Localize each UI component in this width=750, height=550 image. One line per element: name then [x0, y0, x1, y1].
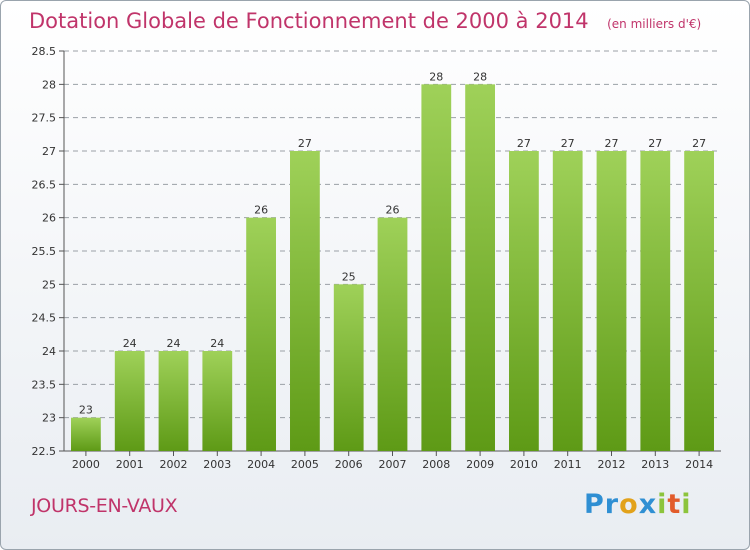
- x-tick-label-2005: 2005: [291, 458, 319, 471]
- bar-2009: [465, 84, 495, 451]
- data-label-2005: 27: [298, 137, 312, 150]
- logo-letter: r: [604, 489, 620, 520]
- label-layer: 22.5 23 23.5 24 24.5 25 25.5 26 26.5 27 27.5 28 28.5…: [32, 45, 714, 471]
- data-label-2002: 24: [167, 337, 181, 350]
- bar-layer: [71, 84, 714, 451]
- x-tick-label-2000: 2000: [72, 458, 100, 471]
- x-tick-label-2003: 2003: [203, 458, 231, 471]
- data-label-2003: 24: [210, 337, 224, 350]
- x-tick-label-2006: 2006: [335, 458, 363, 471]
- logo-letter: i: [681, 489, 692, 520]
- logo-letter: i: [657, 489, 668, 520]
- y-tick-label: 28.5: [32, 45, 57, 58]
- logo-letter: P: [584, 489, 605, 520]
- bar-2013: [640, 151, 671, 451]
- y-tick-label: 25.5: [32, 245, 57, 258]
- data-label-2013: 27: [648, 137, 662, 150]
- bar-2005: [290, 151, 320, 451]
- y-tick-label: 27: [42, 145, 56, 158]
- data-label-2012: 27: [605, 137, 619, 150]
- proxiti-logo[interactable]: Proxiti: [584, 489, 692, 520]
- y-tick-label: 23: [42, 412, 56, 425]
- y-tick-label: 27.5: [32, 112, 57, 125]
- y-tick-label: 24: [42, 345, 56, 358]
- x-tick-label-2004: 2004: [247, 458, 275, 471]
- data-label-2007: 26: [386, 204, 400, 217]
- title-row: Dotation Globale de Fonctionnement de 20…: [29, 9, 701, 33]
- bar-2006: [333, 284, 364, 451]
- data-label-2010: 27: [517, 137, 531, 150]
- x-tick-label-2014: 2014: [685, 458, 713, 471]
- x-tick-label-2012: 2012: [598, 458, 626, 471]
- data-label-2011: 27: [561, 137, 575, 150]
- data-label-2004: 26: [254, 204, 268, 217]
- bar-2003: [202, 351, 233, 451]
- chart-unit: (en milliers d'€): [607, 17, 702, 31]
- bar-2000: [71, 417, 101, 451]
- logo-letter: o: [619, 489, 639, 520]
- y-tick-label: 26: [42, 212, 56, 225]
- bar-2008: [421, 84, 452, 451]
- y-tick-label: 23.5: [32, 378, 57, 391]
- x-tick-label-2010: 2010: [510, 458, 538, 471]
- commune-name: JOURS-EN-VAUX: [31, 495, 178, 517]
- bar-2002: [158, 351, 189, 451]
- logo-letter: t: [667, 489, 682, 520]
- bar-2007: [377, 217, 408, 451]
- y-tick-label: 26.5: [32, 178, 57, 191]
- data-label-2008: 28: [429, 70, 443, 83]
- x-tick-label-2013: 2013: [641, 458, 669, 471]
- x-tick-label-2002: 2002: [160, 458, 188, 471]
- data-label-2006: 25: [342, 270, 356, 283]
- x-tick-label-2008: 2008: [422, 458, 450, 471]
- bar-2004: [246, 217, 276, 451]
- x-tick-label-2009: 2009: [466, 458, 494, 471]
- y-tick-label: 28: [42, 78, 56, 91]
- x-tick-label-2007: 2007: [379, 458, 407, 471]
- y-tick-label: 22.5: [32, 445, 57, 458]
- bar-2012: [596, 151, 627, 451]
- x-tick-label-2001: 2001: [116, 458, 144, 471]
- bar-2001: [114, 351, 145, 451]
- data-label-2001: 24: [123, 337, 137, 350]
- y-tick-label: 25: [42, 278, 56, 291]
- data-label-2009: 28: [473, 70, 487, 83]
- bar-2010: [509, 151, 539, 451]
- bar-2011: [552, 151, 583, 451]
- bar-2014: [684, 151, 714, 451]
- x-tick-label-2011: 2011: [554, 458, 582, 471]
- data-label-2000: 23: [79, 404, 93, 417]
- data-label-2014: 27: [692, 137, 706, 150]
- y-tick-label: 24.5: [32, 312, 57, 325]
- chart-title: Dotation Globale de Fonctionnement de 20…: [29, 9, 589, 33]
- logo-letter: x: [638, 489, 658, 520]
